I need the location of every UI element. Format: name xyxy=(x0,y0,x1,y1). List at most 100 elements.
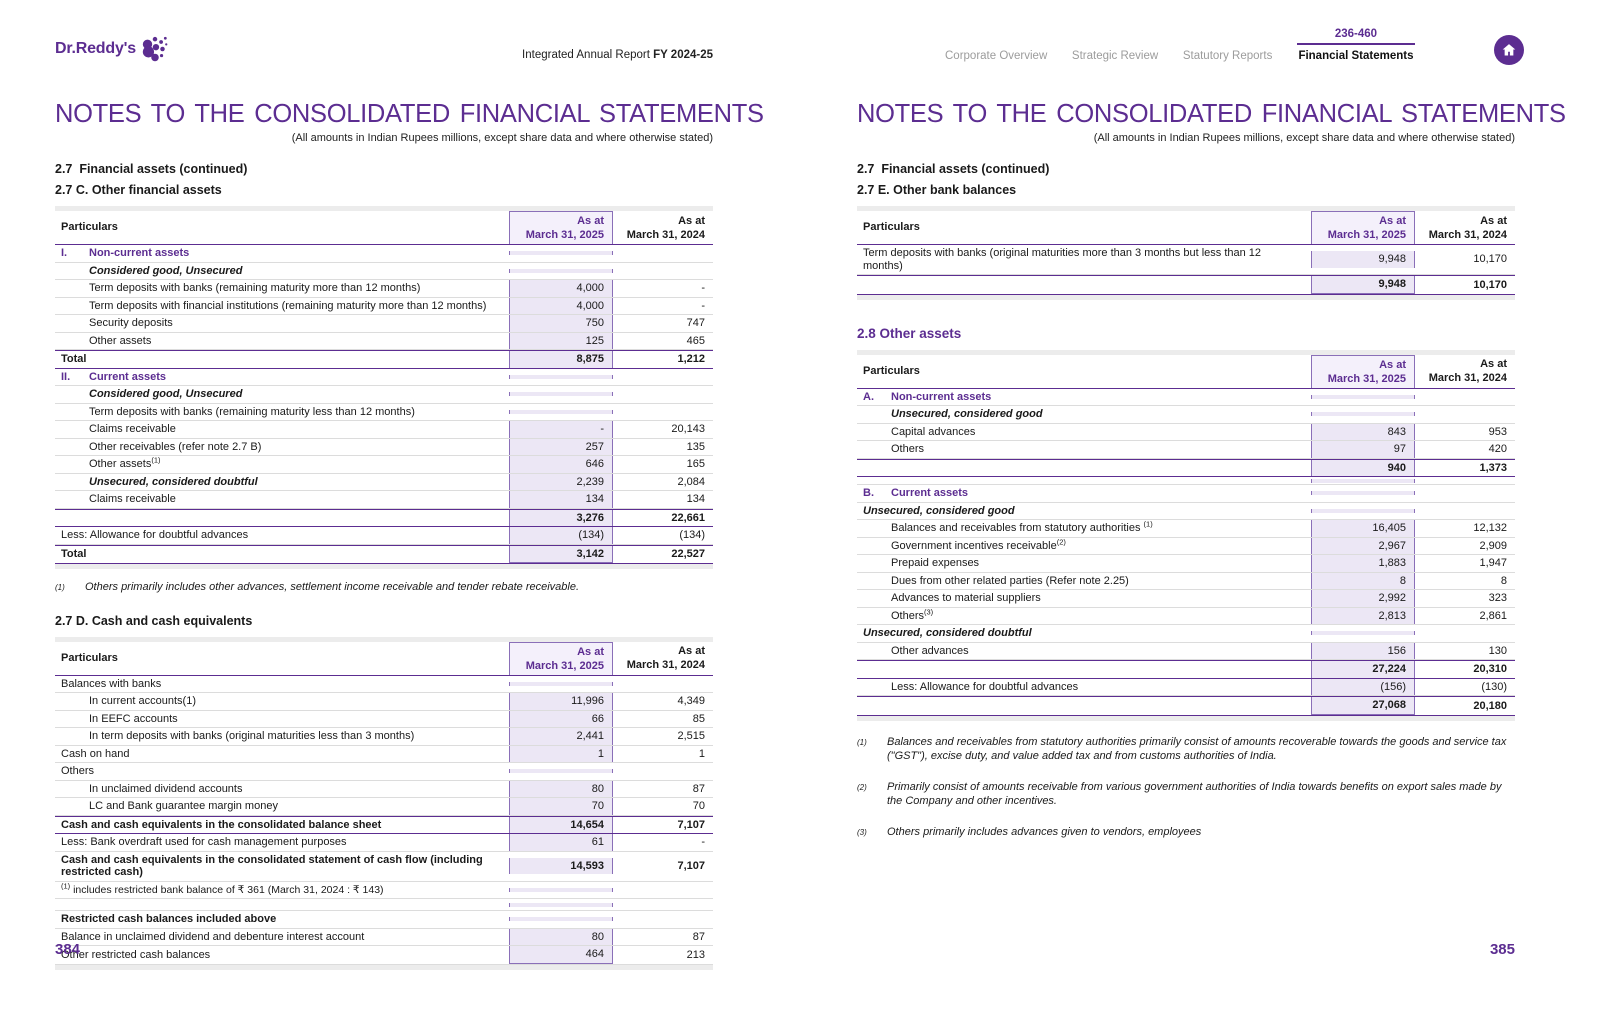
table-row: I. Non-current assets xyxy=(55,245,713,263)
cell-2024: 2,861 xyxy=(1479,609,1507,622)
footnote-2: (2) Primarily consist of amounts receiva… xyxy=(857,780,1515,809)
table-row: 9,948 10,170 xyxy=(857,275,1515,295)
table-row: 27,068 20,180 xyxy=(857,696,1515,716)
column-header-2024: As at March 31, 2024 xyxy=(1428,214,1507,241)
table-header-row: Particulars As at March 31, 2025 As at March… xyxy=(857,354,1515,389)
page-title: NOTES TO THE CONSOLIDATED FINANCIAL STAT… xyxy=(857,100,1566,128)
table-header-row: Particulars As at March 31, 2025 As at March… xyxy=(55,641,713,676)
section-heading-27d: 2.7 D. Cash and cash equivalents xyxy=(55,613,253,628)
row-label xyxy=(857,283,1311,287)
page-number-left: 384 xyxy=(55,941,81,958)
column-header-particulars: Particulars xyxy=(61,221,118,234)
cell-2025: 3,276 xyxy=(509,509,613,526)
cell-2025 xyxy=(509,392,613,397)
table-row: Less: Bank overdraft used for cash manag… xyxy=(55,834,713,852)
row-label: Government incentives receivable(2) xyxy=(891,536,1066,552)
table-row: Claims receivable 134 134 xyxy=(55,491,713,509)
table-row: Prepaid expenses 1,883 1,947 xyxy=(857,555,1515,573)
cell-2024 xyxy=(613,903,713,907)
row-label: LC and Bank guarantee margin money xyxy=(89,800,278,812)
table-row: Other restricted cash balances 464 213 xyxy=(55,946,713,965)
table-row: 27,224 20,310 xyxy=(857,660,1515,679)
cell-2025 xyxy=(509,374,613,379)
cell-2024 xyxy=(1415,412,1515,416)
table-row: Capital advances 843 953 xyxy=(857,423,1515,441)
cell-2024: 7,107 xyxy=(677,818,705,831)
cell-2024: 22,527 xyxy=(671,548,705,560)
column-header-2025: As at March 31, 2025 xyxy=(509,641,613,675)
row-label: Considered good, Unsecured xyxy=(89,264,243,277)
nav-financial-statements-group: 236-460 Financial Statements xyxy=(1296,28,1415,64)
row-label: Others xyxy=(61,765,95,777)
cell-2025: 134 xyxy=(509,491,613,508)
row-label: II. Current assets xyxy=(61,370,167,383)
table-row: Government incentives receivable(2) 2,967… xyxy=(857,536,1515,555)
row-label xyxy=(55,903,509,907)
table-row: Other assets(1) 646 165 xyxy=(55,456,713,474)
report-title: Integrated Annual Report FY 2024-25 xyxy=(522,49,713,61)
cell-2025: 156 xyxy=(1311,642,1415,659)
row-label: Less: Allowance for doubtful advances xyxy=(891,680,1079,693)
cell-2025: 257 xyxy=(509,438,613,455)
row-label: In unclaimed dividend accounts xyxy=(89,782,243,795)
column-header-2025: As at March 31, 2025 xyxy=(1311,354,1415,388)
cell-2024: 87 xyxy=(692,782,705,795)
row-label: In term deposits with banks (original ma… xyxy=(89,730,415,742)
footnote-3: (3) Others primarily includes advances g… xyxy=(857,825,1515,841)
table-row: Others 97 420 xyxy=(857,441,1515,459)
table-row: Other advances 156 130 xyxy=(857,642,1515,660)
cell-2025: 843 xyxy=(1311,423,1415,440)
table-row: In current accounts(1) 11,996 4,349 xyxy=(55,693,713,711)
section-heading-27-continued: 2.7 Financial assets (continued) xyxy=(55,162,248,176)
cell-2024 xyxy=(613,888,713,892)
table-row: 940 1,373 xyxy=(857,458,1515,477)
nav-strategic-review[interactable]: Strategic Review xyxy=(1071,50,1159,62)
footnote-marker: (3) xyxy=(857,827,867,837)
column-header-2024: As at March 31, 2024 xyxy=(1428,358,1507,384)
cell-2024: 747 xyxy=(686,317,705,329)
home-button[interactable] xyxy=(1494,35,1524,65)
row-label: Other assets xyxy=(89,334,152,347)
table-row: 3,276 22,661 xyxy=(55,508,713,527)
table-row: Claims receivable - 20,143 xyxy=(55,421,713,439)
cell-2025: 2,967 xyxy=(1311,537,1415,554)
row-label: Considered good, Unsecured xyxy=(89,388,243,400)
row-label: Claims receivable xyxy=(89,423,176,435)
table-row xyxy=(857,477,1515,485)
cell-2024 xyxy=(613,269,713,273)
table-top-band xyxy=(857,349,1515,355)
table-row: (1) includes restricted bank balance of … xyxy=(55,882,713,899)
cell-2024: 7,107 xyxy=(677,859,705,872)
cell-2025: 2,813 xyxy=(1311,607,1415,624)
table-row: Term deposits with financial institution… xyxy=(55,297,713,315)
cell-2025: 9,948 xyxy=(1311,276,1415,294)
cell-2025 xyxy=(509,769,613,774)
row-label: In EEFC accounts xyxy=(89,712,178,725)
page-number-right: 385 xyxy=(1489,941,1515,958)
row-label: Unsecured, considered good xyxy=(891,408,1043,420)
cell-2025: 61 xyxy=(509,834,613,851)
brand-logo[interactable]: Dr.Reddy's xyxy=(55,34,170,64)
cell-2024: 213 xyxy=(686,948,705,961)
table-row: Balances and receivables from statutory … xyxy=(857,520,1515,538)
column-header-particulars: Particulars xyxy=(863,221,920,234)
table-row: Term deposits with banks (remaining matu… xyxy=(55,404,713,421)
table-row: A. Non-current assets xyxy=(857,389,1515,406)
row-label: Others xyxy=(891,443,925,455)
cell-2024: 10,170 xyxy=(1473,253,1507,266)
table-row: In term deposits with banks (original ma… xyxy=(55,728,713,746)
nav-financial-statements[interactable]: Financial Statements xyxy=(1298,50,1414,62)
footnote-text: Balances and receivables from statutory … xyxy=(887,735,1507,763)
nav-corporate-overview[interactable]: Corporate Overview xyxy=(945,50,1048,62)
cell-2025: 646 xyxy=(509,456,613,473)
cell-2024: 2,909 xyxy=(1479,539,1507,552)
nav-statutory-reports[interactable]: Statutory Reports xyxy=(1182,50,1273,62)
footnote-text: Others primarily includes other advances… xyxy=(85,581,580,593)
cell-2024: 953 xyxy=(1488,425,1507,438)
cell-2024: 20,143 xyxy=(671,423,705,435)
cell-2024 xyxy=(1415,631,1515,635)
cell-2024: 70 xyxy=(692,800,705,812)
table-row: Term deposits with banks (original matur… xyxy=(857,245,1515,275)
table-row: Other assets 125 465 xyxy=(55,332,713,350)
table-row xyxy=(55,899,713,911)
